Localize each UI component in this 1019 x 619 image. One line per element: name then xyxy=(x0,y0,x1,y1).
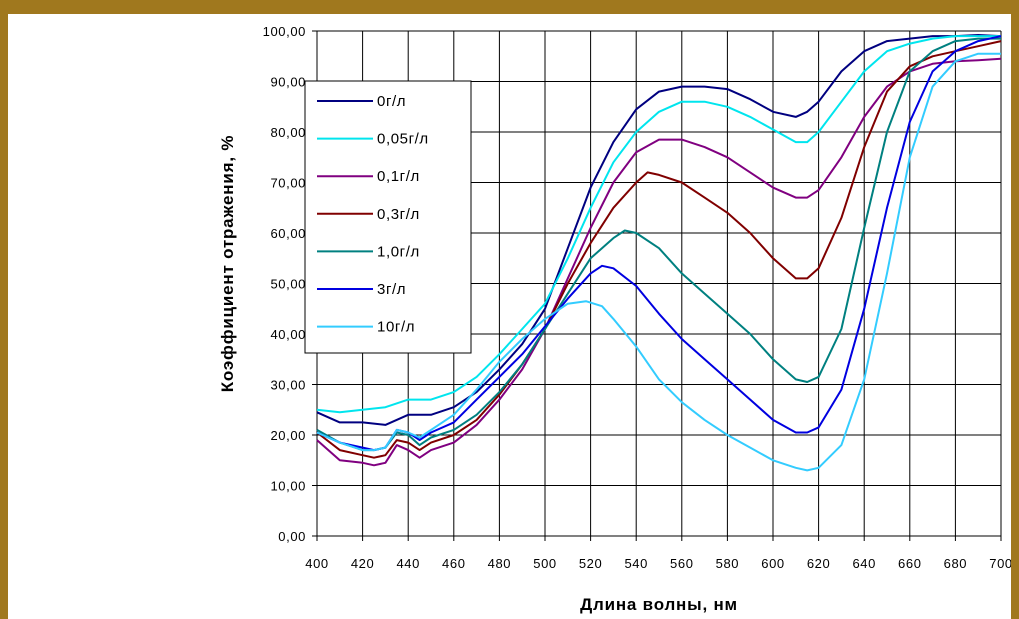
legend-label-4: 1,0г/л xyxy=(377,243,420,260)
legend-label-5: 3г/л xyxy=(377,281,406,298)
series-line-4 xyxy=(316,37,1001,452)
y-tick-label: 90,00 xyxy=(270,75,306,90)
x-axis-title: Длина волны, нм xyxy=(580,595,738,614)
axes: 400 420 440 460 480 500 520 540 560 580 600 620 640 6… xyxy=(263,24,1011,571)
y-tick-label: 20,00 xyxy=(270,428,306,443)
y-tick-label: 30,00 xyxy=(270,378,306,393)
y-tick-label: 70,00 xyxy=(270,176,306,191)
y-tick-label: 100,00 xyxy=(263,24,306,39)
x-tick-label: 560 xyxy=(670,556,694,571)
chart: 400 420 440 460 480 500 520 540 560 580 600 620 640 6… xyxy=(218,24,1011,614)
series-line-3 xyxy=(316,40,1002,459)
x-tick-label: 600 xyxy=(761,556,785,571)
legend-box xyxy=(304,80,472,354)
x-tick-label: 680 xyxy=(944,556,968,571)
x-tick-label: 520 xyxy=(579,556,603,571)
x-tick-label: 540 xyxy=(624,556,648,571)
legend-label-3: 0,3г/л xyxy=(377,206,420,223)
y-tick-label: 40,00 xyxy=(270,327,306,342)
legend: 0г/л 0,05г/л 0,1г/л 0,3г/л 1,0г/л 3г/л 10г/л xyxy=(304,80,472,354)
x-tick-label: 620 xyxy=(807,556,831,571)
x-tick-label: 460 xyxy=(442,556,466,571)
series-line-2 xyxy=(316,57,1002,467)
legend-label-1: 0,05г/л xyxy=(377,131,429,148)
x-tick-label: 500 xyxy=(533,556,557,571)
x-tick-label: 420 xyxy=(351,556,375,571)
y-axis-title: Коэффициент отражения, % xyxy=(218,135,237,393)
legend-label-6: 10г/л xyxy=(377,319,415,336)
x-tick-label: 480 xyxy=(488,556,512,571)
x-tick-label: 440 xyxy=(396,556,420,571)
series-line-1 xyxy=(316,35,1001,414)
series-layer xyxy=(316,34,1002,472)
x-tick-label: 640 xyxy=(852,556,876,571)
chart-frame: 400 420 440 460 480 500 520 540 560 580 600 620 640 6… xyxy=(8,14,1011,619)
y-tick-label: 80,00 xyxy=(270,125,306,140)
legend-label-0: 0г/л xyxy=(377,93,406,110)
y-tick-label: 0,00 xyxy=(278,529,306,544)
series-line-6 xyxy=(316,52,1001,472)
x-tick-label: 580 xyxy=(716,556,740,571)
y-tick-label: 10,00 xyxy=(270,479,306,494)
legend-label-2: 0,1г/л xyxy=(377,168,420,185)
y-tick-label: 60,00 xyxy=(270,226,306,241)
x-tick-label: 700 xyxy=(989,556,1011,571)
x-tick-label: 660 xyxy=(898,556,922,571)
x-tick-label: 400 xyxy=(305,556,329,571)
y-tick-label: 50,00 xyxy=(270,277,306,292)
series-line-0 xyxy=(316,34,1002,426)
